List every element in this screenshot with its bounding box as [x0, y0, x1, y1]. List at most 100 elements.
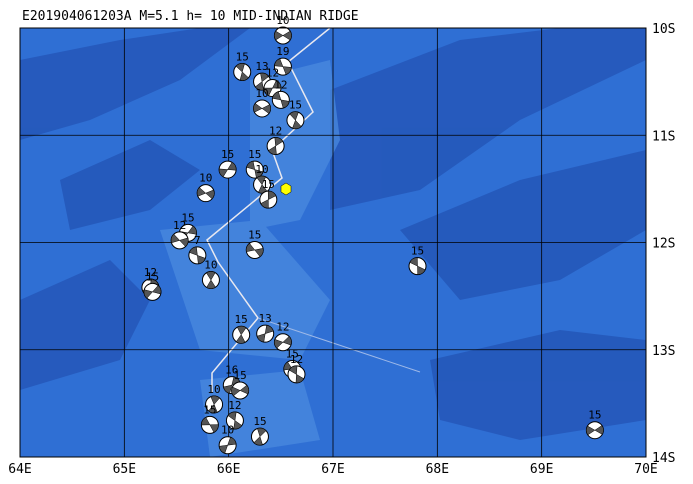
lat-tick-label: 10S: [652, 22, 675, 37]
beachball-quadrant: [143, 285, 162, 299]
lat-tick-label: 11S: [652, 129, 675, 144]
depth-label: 12: [269, 124, 282, 137]
beachball-quadrant: [253, 427, 267, 446]
depth-label: 12: [276, 321, 289, 334]
lon-tick-label: 65E: [113, 462, 136, 477]
focal-mechanism: [266, 136, 285, 155]
depth-label: 13: [259, 312, 272, 325]
depth-label: 12: [173, 219, 186, 232]
beachball-quadrant: [268, 137, 284, 155]
lat-tick-label: 12S: [652, 237, 675, 252]
focal-mechanism: [143, 282, 162, 301]
beachball-quadrant: [201, 417, 219, 433]
beachball-quadrant: [263, 80, 282, 97]
depth-label: 10: [276, 14, 289, 27]
lon-tick-label: 68E: [426, 462, 449, 477]
beachball-quadrant: [235, 63, 249, 81]
focal-mechanism: [250, 427, 269, 446]
depth-label: 15: [286, 348, 299, 361]
depth-label: 10: [255, 163, 268, 176]
focal-mechanism: [201, 271, 220, 290]
focal-mechanism: [408, 257, 427, 276]
depth-label: 15: [234, 369, 247, 382]
depth-label: 15: [181, 211, 194, 224]
beachball-quadrant: [196, 187, 215, 200]
focal-mechanism: [287, 365, 306, 384]
lon-tick-label: 70E: [634, 462, 657, 477]
lat-tick-label: 14S: [652, 451, 675, 466]
depth-label: 15: [411, 245, 424, 258]
depth-label: 10: [204, 259, 217, 272]
focal-mechanism: [233, 62, 252, 81]
focal-mechanism: [188, 246, 207, 265]
focal-mechanism: [273, 333, 292, 352]
lon-tick-label: 64E: [8, 462, 31, 477]
focal-mechanism: [225, 411, 244, 430]
beachball-quadrant: [586, 425, 604, 436]
depth-label: 12: [266, 67, 279, 80]
lon-tick-label: 67E: [321, 462, 344, 477]
focal-mechanism: [256, 324, 275, 343]
depth-label: 15: [146, 270, 159, 283]
focal-mechanism: [218, 160, 237, 179]
focal-mechanism: [585, 421, 604, 440]
beachball-quadrant: [260, 190, 277, 209]
focal-mechanism: [170, 231, 189, 250]
depth-label: 10: [255, 87, 268, 100]
focal-mechanism: [259, 190, 278, 209]
beachball-quadrant: [256, 325, 274, 343]
beachball-quadrant: [231, 384, 249, 397]
focal-mechanism: [245, 241, 264, 260]
depth-label: 10: [207, 383, 220, 396]
map-frame: [19, 27, 647, 458]
lat-tick-label: 13S: [652, 344, 675, 359]
focal-mechanism: [253, 175, 272, 194]
focal-mechanism: [253, 99, 272, 118]
depth-label: 10: [221, 424, 234, 437]
map-title: E201904061203A M=5.1 h= 10 MID-INDIAN RI…: [22, 9, 359, 24]
focal-mechanism: [273, 26, 292, 45]
depth-label: 15: [253, 415, 266, 428]
depth-label: 15: [262, 178, 275, 191]
beachball-quadrant: [218, 436, 237, 454]
focal-mechanism: [286, 111, 305, 130]
focal-mechanism: [196, 184, 215, 203]
beachball-quadrant: [274, 58, 292, 75]
beachball-quadrant: [235, 326, 247, 344]
beachball-quadrant: [253, 103, 271, 114]
focal-mechanism: [231, 381, 250, 400]
lon-tick-label: 66E: [217, 462, 240, 477]
depth-label: 15: [203, 403, 216, 416]
beachball-quadrant: [208, 395, 220, 414]
beachball-quadrant: [254, 72, 270, 91]
beachball-quadrant: [227, 411, 243, 430]
depth-label: 12: [228, 399, 241, 412]
depth-label: 16: [225, 364, 238, 377]
depth-label: 15: [248, 229, 261, 242]
beachball-quadrant: [409, 257, 426, 275]
depth-label: 13: [255, 60, 268, 73]
focal-mechanism: [205, 395, 224, 414]
beachball-quadrant: [272, 91, 290, 109]
depth-label: 15: [221, 148, 234, 161]
depth-label: 12: [144, 266, 157, 279]
focal-mechanism: [232, 325, 251, 344]
beachball-quadrant: [189, 246, 206, 265]
beachball-quadrant: [289, 111, 302, 129]
epicenter: [280, 182, 292, 196]
beachball-quadrant: [274, 336, 292, 349]
depth-label: 15: [236, 50, 249, 63]
focal-mechanism: [271, 90, 290, 109]
depth-label: 7: [194, 234, 201, 247]
depth-label: 12: [274, 78, 287, 91]
depth-label: 10: [199, 172, 212, 185]
beachball-quadrant: [246, 243, 264, 258]
focal-mechanism: [200, 415, 219, 434]
beachball-quadrant: [218, 161, 237, 178]
focal-mechanism: [273, 57, 292, 76]
depth-label: 15: [248, 148, 261, 161]
depth-label: 19: [276, 45, 289, 58]
lon-tick-label: 69E: [530, 462, 553, 477]
focal-mechanism: [218, 436, 237, 455]
